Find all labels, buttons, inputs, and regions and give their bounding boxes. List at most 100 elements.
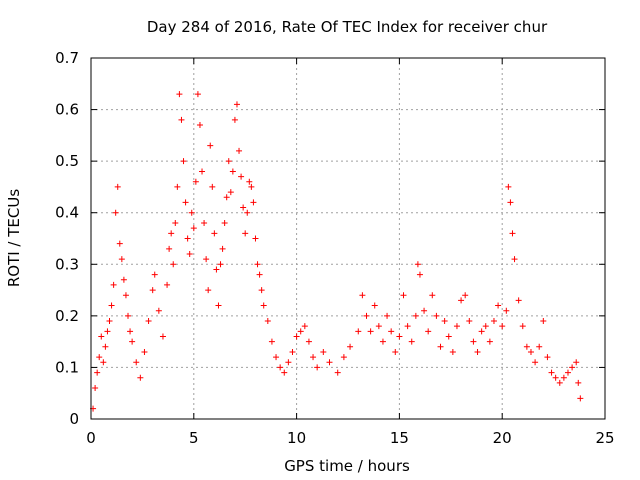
data-point [556,379,563,386]
data-point [98,333,105,340]
data-point [149,287,156,294]
data-point [470,338,477,345]
data-point [495,302,502,309]
data-point [355,328,362,335]
data-point [145,318,152,325]
data-point [375,323,382,330]
y-tick-label: 0.6 [55,101,79,119]
data-point [127,328,134,335]
data-point [509,230,516,237]
data-point [281,369,288,376]
data-point [223,194,230,201]
data-point [252,235,259,242]
data-point [242,230,249,237]
data-point [548,369,555,376]
data-point [194,91,201,98]
data-point [166,245,173,252]
data-point [505,183,512,190]
data-point [466,318,473,325]
x-tick-label: 15 [390,429,409,447]
data-point [258,287,265,294]
data-point [199,168,206,175]
data-point [285,359,292,366]
data-point [388,328,395,335]
data-point [190,225,197,232]
x-tick-label: 20 [493,429,512,447]
data-point [384,312,391,319]
data-point [102,343,109,350]
data-point [254,261,261,268]
data-point [486,338,493,345]
x-tick-label: 25 [595,429,614,447]
data-point [453,323,460,330]
data-point [445,333,452,340]
data-point [137,374,144,381]
data-points [90,91,584,412]
data-point [359,292,366,299]
y-tick-label: 0.1 [55,358,79,376]
data-point [334,369,341,376]
y-tick-label: 0.2 [55,307,79,325]
data-point [264,318,271,325]
data-point [408,338,415,345]
data-point [186,250,193,257]
data-point [433,312,440,319]
data-point [217,261,224,268]
data-point [211,230,218,237]
y-tick-label: 0.5 [55,152,79,170]
x-axis-label: GPS time / hours [284,457,410,475]
data-point [367,328,374,335]
data-point [577,395,584,402]
data-point [478,328,485,335]
data-point [94,369,101,376]
data-point [196,122,203,129]
data-point [240,204,247,211]
data-point [238,173,245,180]
data-point [552,374,559,381]
data-point [170,261,177,268]
data-point [416,271,423,278]
data-point [225,158,232,165]
data-point [172,220,179,227]
data-point [141,348,148,355]
data-point [347,343,354,350]
data-point [129,338,136,345]
data-point [120,276,127,283]
data-point [250,199,257,206]
data-point [155,307,162,314]
data-point [575,379,582,386]
data-point [527,348,534,355]
data-point [392,348,399,355]
data-point [174,183,181,190]
data-point [184,235,191,242]
data-point [396,333,403,340]
data-point [268,338,275,345]
data-point [490,318,497,325]
data-point [219,245,226,252]
y-axis-label: ROTI / TECUs [5,189,23,287]
data-point [564,369,571,376]
data-point [159,333,166,340]
data-point [515,297,522,304]
data-point [205,287,212,294]
data-point [201,220,208,227]
data-point [260,302,267,309]
data-point [151,271,158,278]
data-point [340,354,347,361]
data-point [293,333,300,340]
data-point [544,354,551,361]
data-point [92,385,99,392]
data-point [118,256,125,263]
data-point [96,354,103,361]
data-point [104,328,111,335]
data-point [404,323,411,330]
data-point [503,307,510,314]
data-point [379,338,386,345]
data-point [180,158,187,165]
data-point [125,312,132,319]
data-point [429,292,436,299]
data-point [277,364,284,371]
data-point [229,168,236,175]
data-point [209,183,216,190]
data-point [248,183,255,190]
